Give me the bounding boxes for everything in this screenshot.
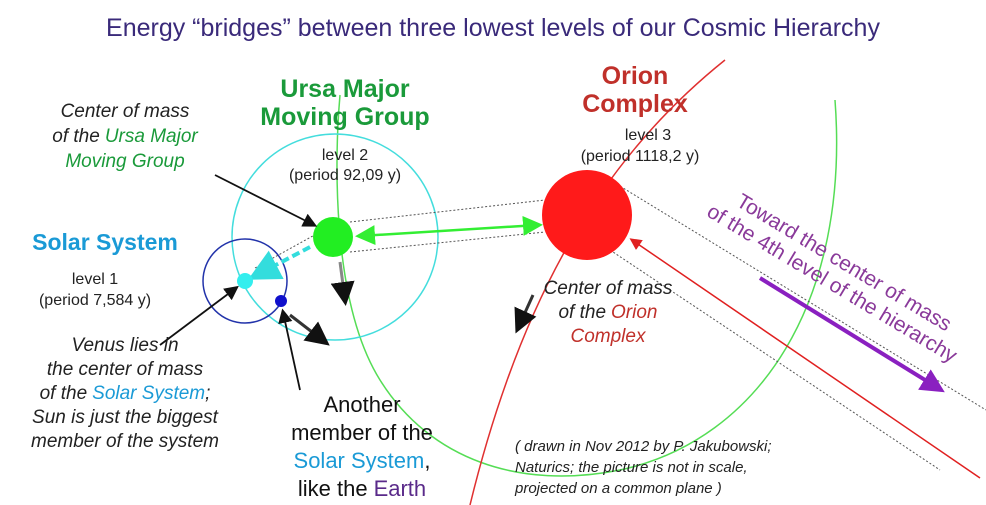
orion-center-label: Center of mass of the Orion Complex xyxy=(544,278,673,347)
toward-arrow xyxy=(758,276,945,393)
bridge-line xyxy=(609,179,986,411)
label-line: the center of mass xyxy=(47,359,204,380)
ursa-center-label: Center of mass of the Ursa Major Moving G… xyxy=(52,101,198,172)
label-line: of the Orion xyxy=(558,302,657,323)
label-line: Complex xyxy=(571,326,647,347)
note-line: ( drawn in Nov 2012 by P. Jakubowski; xyxy=(515,438,772,455)
orbit-level-1 xyxy=(202,238,288,324)
text: of the xyxy=(558,302,606,323)
text: of the xyxy=(40,383,88,404)
label-line: Toward the center of mass xyxy=(732,190,955,337)
earth xyxy=(275,295,287,307)
orion-level: level 3 xyxy=(625,127,671,144)
text: the center of mass xyxy=(47,359,204,380)
ursa-name: Moving Group xyxy=(260,103,429,131)
motion-arrow xyxy=(330,261,355,306)
text: of the xyxy=(52,126,100,147)
venus xyxy=(237,273,253,289)
text: Venus lies in xyxy=(71,335,178,356)
label-line: of the Ursa Major xyxy=(52,126,198,147)
orion-name: Orion xyxy=(602,62,669,90)
label-line: Sun is just the biggest xyxy=(32,407,219,428)
text: Center of mass xyxy=(61,101,190,122)
solar-period: (period 7,584 y) xyxy=(39,292,151,309)
text: Solar System xyxy=(294,448,425,473)
note: ( drawn in Nov 2012 by P. Jakubowski; Na… xyxy=(514,438,772,497)
ursa-period: (period 92,09 y) xyxy=(289,167,401,184)
bridge-line xyxy=(349,199,546,223)
text: Ursa Major xyxy=(105,126,199,147)
orion-period: (period 1118,2 y) xyxy=(581,148,700,165)
text: , xyxy=(424,448,430,473)
venus-label: Venus lies in the center of mass of the S… xyxy=(31,335,219,452)
another-member-label: Another member of the Solar System, like… xyxy=(291,392,433,501)
note-line: projected on a common plane ) xyxy=(514,480,722,497)
energy-bridge-arrow xyxy=(355,215,543,246)
bridge-line xyxy=(349,231,546,253)
pointer xyxy=(278,308,301,391)
direction-arrow xyxy=(629,238,981,479)
text: member of the xyxy=(291,420,433,445)
motion-arrow xyxy=(514,294,537,334)
note-line: Naturics; the picture is not in scale, xyxy=(515,459,748,476)
text: ; xyxy=(205,383,210,404)
label-line: member of the xyxy=(291,420,433,445)
label-line: like the Earth xyxy=(298,476,426,501)
label-line: of the 4th level of the hierarchy xyxy=(703,200,961,368)
pointer xyxy=(214,174,318,227)
orion-center xyxy=(542,170,632,260)
text: Sun is just the biggest xyxy=(32,407,219,428)
pointers xyxy=(159,174,537,391)
solar-level: level 1 xyxy=(72,271,118,288)
text: Earth xyxy=(374,476,427,501)
label-line: Solar System, xyxy=(294,448,431,473)
motion-arrow xyxy=(289,313,330,346)
solar-name: Solar System xyxy=(32,229,178,255)
text: Another xyxy=(323,392,400,417)
bridge-line xyxy=(254,231,321,269)
ursa-center xyxy=(313,217,353,257)
text: Orion xyxy=(611,302,657,323)
energy-bridge-arrow xyxy=(247,245,311,280)
orion-name: Complex xyxy=(582,90,688,118)
label-line: Center of mass xyxy=(544,278,673,299)
ursa-level: level 2 xyxy=(322,147,368,164)
text: Solar System xyxy=(92,383,205,404)
label-line: Center of mass xyxy=(61,101,190,122)
text: Moving Group xyxy=(65,151,184,172)
label-line: member of the system xyxy=(31,431,219,452)
label-line: Moving Group xyxy=(65,151,184,172)
pointer xyxy=(159,285,239,346)
label-line: Another xyxy=(323,392,400,417)
label-line: Venus lies in xyxy=(71,335,178,356)
ursa-name: Ursa Major xyxy=(280,75,409,103)
text: Complex xyxy=(571,326,647,347)
title: Energy “bridges” between three lowest le… xyxy=(106,14,880,42)
text: member of the system xyxy=(31,431,219,452)
text: like the xyxy=(298,476,368,501)
text: Center of mass xyxy=(544,278,673,299)
label-line: of the Solar System; xyxy=(40,383,211,404)
